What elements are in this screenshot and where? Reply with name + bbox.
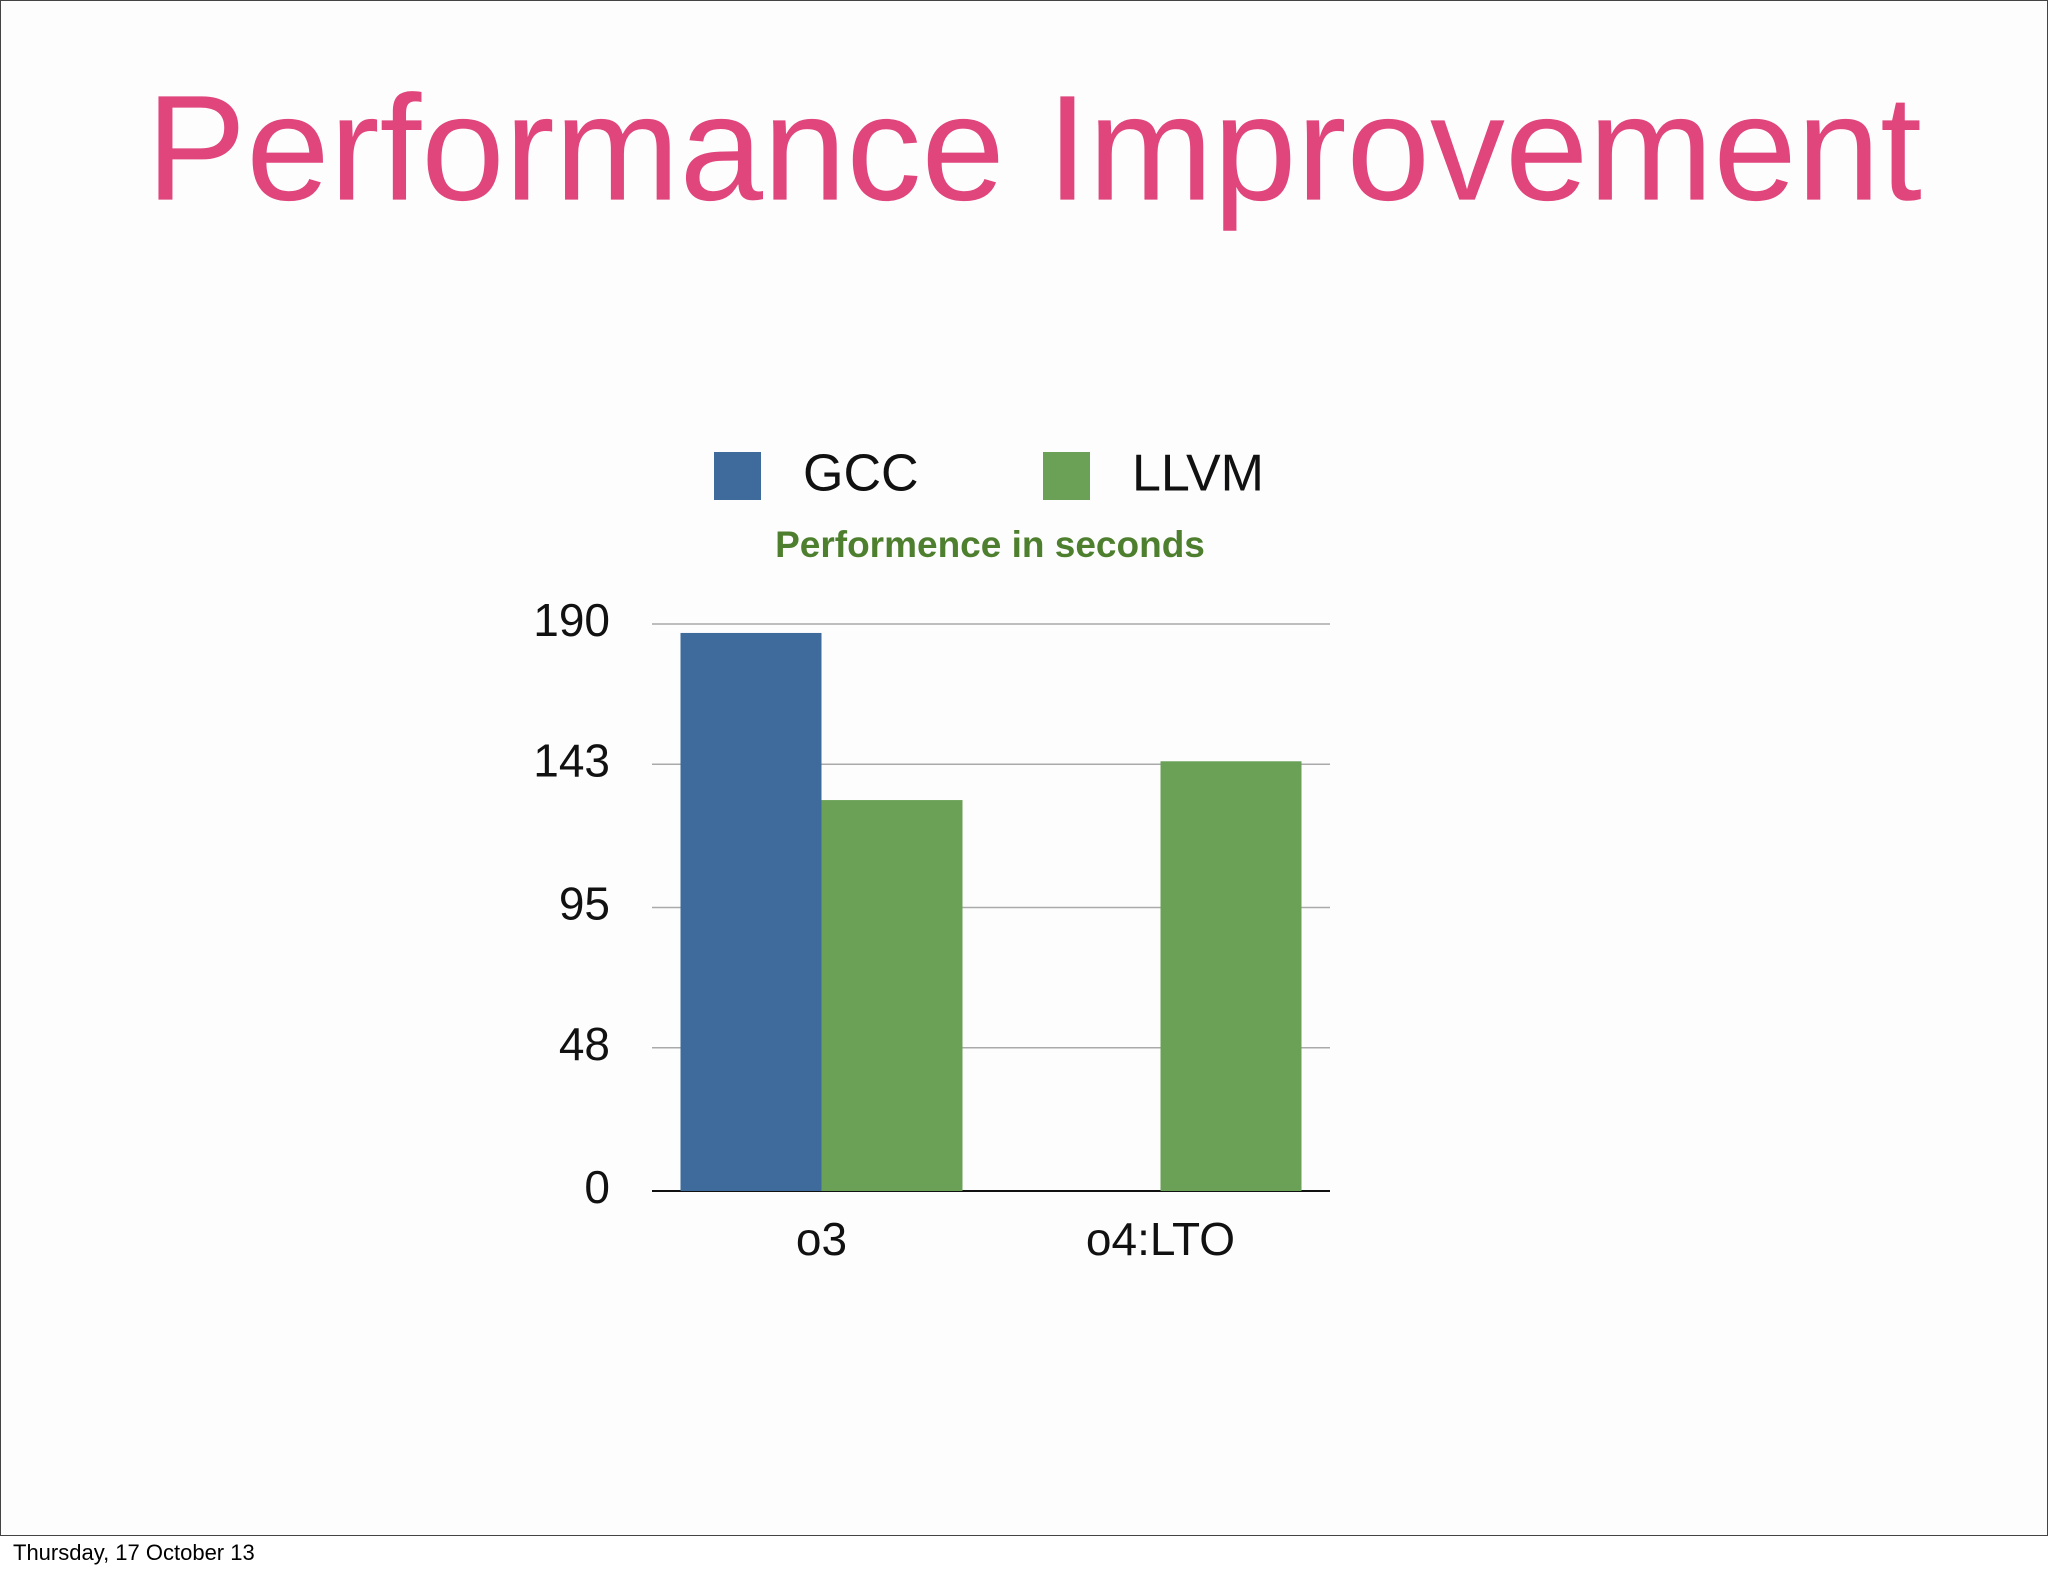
chart-subtitle: Performence in seconds <box>775 524 1205 565</box>
y-tick-label: 95 <box>559 878 610 930</box>
y-tick-label: 143 <box>533 734 610 786</box>
bar <box>821 800 963 1191</box>
y-tick-label: 48 <box>559 1018 610 1070</box>
y-tick-label: 0 <box>584 1161 610 1213</box>
legend-label: LLVM <box>1132 445 1264 503</box>
bar <box>680 632 822 1191</box>
footer: Thursday, 17 October 13 <box>13 1540 255 1565</box>
legend-swatch <box>1043 452 1090 500</box>
bar <box>1160 761 1302 1191</box>
legend-label: GCC <box>803 445 919 503</box>
x-tick-label: o4:LTO <box>1086 1213 1235 1265</box>
y-tick-label: 190 <box>533 594 610 646</box>
x-tick-label: o3 <box>796 1213 847 1265</box>
chart-title: Performance Improvement <box>146 64 1922 232</box>
slide-frame <box>0 0 2048 1536</box>
legend-swatch <box>714 452 761 500</box>
